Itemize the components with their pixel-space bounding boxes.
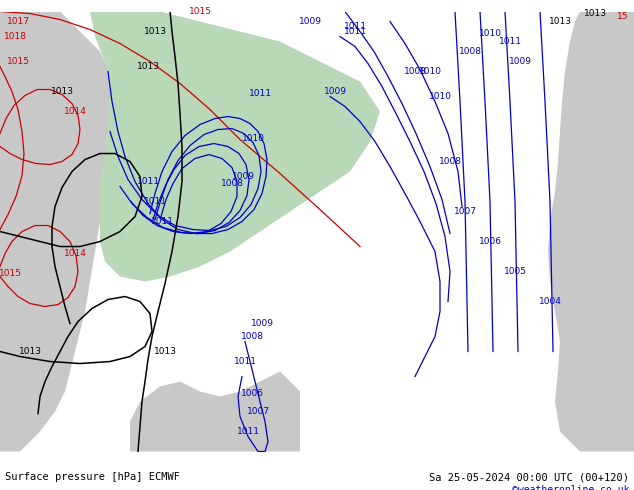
Polygon shape (548, 12, 634, 451)
Text: 1013: 1013 (143, 27, 167, 36)
Text: 1009: 1009 (250, 319, 273, 328)
Polygon shape (0, 12, 120, 451)
Polygon shape (130, 371, 300, 451)
Text: 1010: 1010 (242, 134, 264, 143)
Text: 1008: 1008 (403, 67, 427, 76)
Text: 1015: 1015 (188, 7, 212, 16)
Text: 1009: 1009 (299, 17, 321, 26)
Text: 1008: 1008 (439, 157, 462, 166)
Text: Sa 25-05-2024 00:00 UTC (00+120): Sa 25-05-2024 00:00 UTC (00+120) (429, 472, 629, 482)
Text: 1013: 1013 (583, 9, 607, 18)
Text: 1011: 1011 (236, 427, 259, 436)
Text: 1007: 1007 (247, 407, 269, 416)
Polygon shape (90, 12, 380, 282)
Text: 1011: 1011 (143, 197, 167, 206)
Text: 1004: 1004 (538, 297, 562, 306)
Text: 1013: 1013 (153, 347, 176, 356)
Text: 1018: 1018 (4, 32, 27, 41)
Text: 1008: 1008 (221, 179, 243, 188)
Text: 1015: 1015 (6, 57, 30, 66)
Text: 1014: 1014 (63, 249, 86, 258)
Text: 1006: 1006 (240, 389, 264, 398)
Text: 1013: 1013 (548, 17, 571, 26)
Text: 1013: 1013 (18, 347, 41, 356)
Text: 1011: 1011 (344, 22, 366, 31)
Text: 1008: 1008 (240, 332, 264, 341)
Text: 1011: 1011 (233, 357, 257, 366)
Text: 1014: 1014 (63, 107, 86, 116)
Text: 1010: 1010 (429, 92, 451, 101)
Text: 1005: 1005 (503, 267, 526, 276)
Text: 1013: 1013 (51, 87, 74, 96)
Text: ©weatheronline.co.uk: ©weatheronline.co.uk (512, 485, 629, 490)
Text: 1007: 1007 (453, 207, 477, 216)
Text: 1008: 1008 (458, 47, 481, 56)
Text: 1011: 1011 (249, 89, 271, 98)
Text: 1011: 1011 (150, 217, 174, 226)
Text: 1010: 1010 (479, 29, 501, 38)
Text: 1010: 1010 (418, 67, 441, 76)
Text: 1011: 1011 (498, 37, 522, 46)
Text: 1009: 1009 (231, 172, 254, 181)
Text: 1011: 1011 (136, 177, 160, 186)
Text: 1013: 1013 (136, 62, 160, 71)
Text: 1015: 1015 (0, 269, 22, 278)
Text: 1009: 1009 (508, 57, 531, 66)
Text: 1011: 1011 (344, 27, 366, 36)
Text: Surface pressure [hPa] ECMWF: Surface pressure [hPa] ECMWF (5, 472, 180, 482)
Text: 15: 15 (618, 12, 629, 21)
Text: 1006: 1006 (479, 237, 501, 246)
Text: 1017: 1017 (6, 17, 30, 26)
Text: 1009: 1009 (323, 87, 347, 96)
